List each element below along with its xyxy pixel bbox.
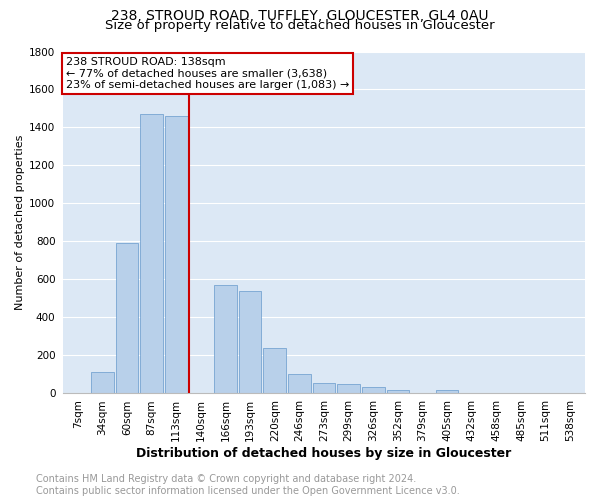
Bar bbox=[239, 290, 262, 393]
Bar bbox=[263, 348, 286, 393]
Bar bbox=[386, 390, 409, 393]
Y-axis label: Number of detached properties: Number of detached properties bbox=[15, 134, 25, 310]
X-axis label: Distribution of detached houses by size in Gloucester: Distribution of detached houses by size … bbox=[136, 447, 512, 460]
Bar bbox=[165, 116, 188, 393]
Bar bbox=[436, 390, 458, 393]
Text: Contains HM Land Registry data © Crown copyright and database right 2024.
Contai: Contains HM Land Registry data © Crown c… bbox=[36, 474, 460, 496]
Text: Size of property relative to detached houses in Gloucester: Size of property relative to detached ho… bbox=[105, 19, 495, 32]
Bar bbox=[140, 114, 163, 393]
Bar bbox=[362, 388, 385, 393]
Text: 238, STROUD ROAD, TUFFLEY, GLOUCESTER, GL4 0AU: 238, STROUD ROAD, TUFFLEY, GLOUCESTER, G… bbox=[111, 9, 489, 23]
Bar bbox=[313, 382, 335, 393]
Bar bbox=[337, 384, 360, 393]
Bar bbox=[288, 374, 311, 393]
Bar bbox=[91, 372, 114, 393]
Bar bbox=[214, 285, 237, 393]
Text: 238 STROUD ROAD: 138sqm
← 77% of detached houses are smaller (3,638)
23% of semi: 238 STROUD ROAD: 138sqm ← 77% of detache… bbox=[65, 56, 349, 90]
Bar bbox=[116, 243, 139, 393]
